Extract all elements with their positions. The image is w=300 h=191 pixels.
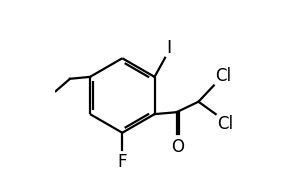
Text: F: F — [118, 153, 127, 171]
Text: O: O — [171, 138, 184, 156]
Text: Cl: Cl — [215, 66, 231, 85]
Text: I: I — [166, 39, 171, 57]
Text: Cl: Cl — [217, 115, 233, 133]
